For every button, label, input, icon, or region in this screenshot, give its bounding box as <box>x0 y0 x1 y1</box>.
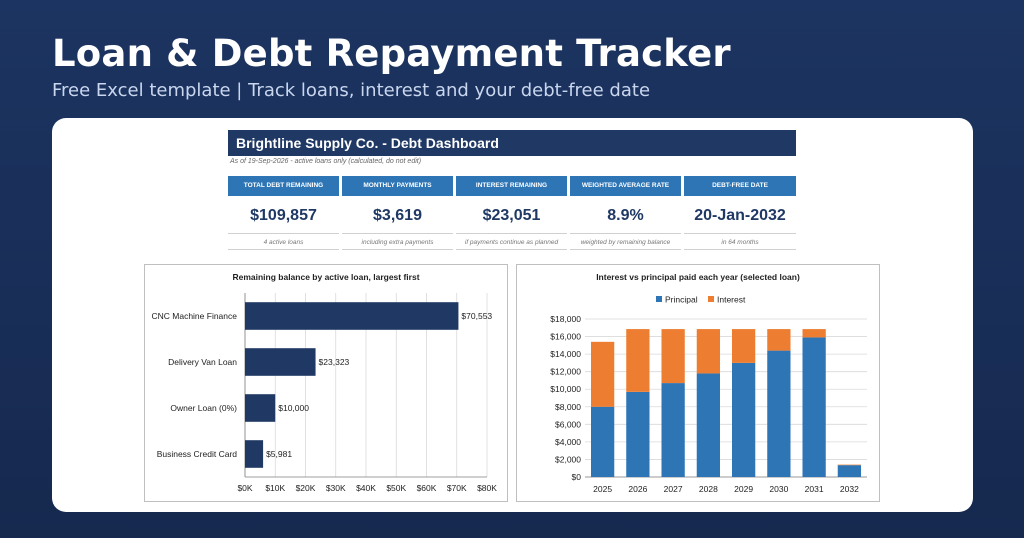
category-label: Delivery Van Loan <box>168 357 237 367</box>
kpi-monthly-payments: Monthly payments $3,619 including extra … <box>342 176 453 254</box>
bar-segment <box>767 329 791 351</box>
bar-segment <box>837 464 862 466</box>
x-tick-label: 2027 <box>664 484 683 494</box>
kpi-label: Interest remaining <box>456 176 567 196</box>
kpi-note: in 64 months <box>684 234 796 250</box>
x-tick-label: $80K <box>477 483 497 493</box>
x-tick-label: $50K <box>386 483 406 493</box>
bar <box>245 440 264 468</box>
kpi-value: $3,619 <box>342 196 453 234</box>
bar-segment <box>802 329 826 338</box>
bar <box>245 394 276 422</box>
y-tick-label: $0 <box>572 472 582 482</box>
kpi-total-debt: Total debt remaining $109,857 4 active l… <box>228 176 339 254</box>
y-tick-label: $6,000 <box>555 419 581 429</box>
data-label: $23,323 <box>319 357 350 367</box>
category-label: CNC Machine Finance <box>151 311 237 321</box>
kpi-label: Weighted average rate <box>570 176 681 196</box>
kpi-row: Total debt remaining $109,857 4 active l… <box>228 176 796 254</box>
x-tick-label: $60K <box>417 483 437 493</box>
bar-segment <box>626 329 650 392</box>
data-label: $10,000 <box>278 403 309 413</box>
bar <box>245 302 459 330</box>
data-label: $5,981 <box>266 449 292 459</box>
bar-segment <box>696 373 721 477</box>
as-of-note: As of 19-Sep-2026 - active loans only (c… <box>230 158 422 165</box>
bar-segment <box>590 406 615 477</box>
kpi-label: Total debt remaining <box>228 176 339 196</box>
kpi-value: 20-Jan-2032 <box>684 196 796 234</box>
bar-segment <box>731 362 756 477</box>
chart-title: Interest vs principal paid each year (se… <box>596 272 800 282</box>
legend-label: Interest <box>717 295 746 305</box>
category-label: Business Credit Card <box>157 449 238 459</box>
dashboard-card: Brightline Supply Co. - Debt Dashboard A… <box>52 118 973 512</box>
kpi-value: 8.9% <box>570 196 681 234</box>
x-tick-label: 2032 <box>840 484 859 494</box>
interest-chart-panel: Interest vs principal paid each year (se… <box>516 264 880 502</box>
x-tick-label: $40K <box>356 483 376 493</box>
chart-title: Remaining balance by active loan, larges… <box>232 272 419 282</box>
bar-segment <box>626 391 650 477</box>
bar-segment <box>731 329 756 363</box>
bar-segment <box>661 329 685 384</box>
y-tick-label: $14,000 <box>550 349 581 359</box>
bar-segment <box>661 383 685 477</box>
page-subtitle: Free Excel template | Track loans, inter… <box>52 80 651 101</box>
kpi-interest-remaining: Interest remaining $23,051 if payments c… <box>456 176 567 254</box>
legend-label: Principal <box>665 295 698 305</box>
bar-segment <box>590 341 615 407</box>
x-tick-label: 2025 <box>593 484 612 494</box>
category-label: Owner Loan (0%) <box>170 403 237 413</box>
kpi-value: $109,857 <box>228 196 339 234</box>
kpi-note: including extra payments <box>342 234 453 250</box>
y-tick-label: $18,000 <box>550 314 581 324</box>
bar <box>245 348 316 376</box>
y-tick-label: $10,000 <box>550 384 581 394</box>
x-tick-label: $30K <box>326 483 346 493</box>
dashboard-title: Brightline Supply Co. - Debt Dashboard <box>228 130 796 156</box>
kpi-note: if payments continue as planned <box>456 234 567 250</box>
kpi-note: weighted by remaining balance <box>570 234 681 250</box>
kpi-label: Monthly payments <box>342 176 453 196</box>
kpi-weighted-rate: Weighted average rate 8.9% weighted by r… <box>570 176 681 254</box>
x-tick-label: 2031 <box>805 484 824 494</box>
x-tick-label: $10K <box>265 483 285 493</box>
kpi-label: Debt-free date <box>684 176 796 196</box>
x-tick-label: 2030 <box>769 484 788 494</box>
y-tick-label: $16,000 <box>550 332 581 342</box>
balance-bar-chart: Remaining balance by active loan, larges… <box>151 272 497 493</box>
kpi-value: $23,051 <box>456 196 567 234</box>
x-tick-label: 2028 <box>699 484 718 494</box>
kpi-note: 4 active loans <box>228 234 339 250</box>
x-tick-label: 2026 <box>628 484 647 494</box>
data-label: $70,553 <box>461 311 492 321</box>
interest-principal-chart: Interest vs principal paid each year (se… <box>550 272 867 494</box>
balance-chart-panel: Remaining balance by active loan, larges… <box>144 264 508 502</box>
x-tick-label: $70K <box>447 483 467 493</box>
x-tick-label: $0K <box>237 483 252 493</box>
y-tick-label: $2,000 <box>555 454 581 464</box>
y-tick-label: $12,000 <box>550 367 581 377</box>
bar-segment <box>767 350 791 477</box>
y-tick-label: $4,000 <box>555 437 581 447</box>
bar-segment <box>802 337 826 477</box>
bar-segment <box>837 465 862 477</box>
legend-swatch <box>656 296 662 302</box>
page-title: Loan & Debt Repayment Tracker <box>52 32 731 75</box>
kpi-debt-free-date: Debt-free date 20-Jan-2032 in 64 months <box>684 176 796 254</box>
x-tick-label: $20K <box>296 483 316 493</box>
bar-segment <box>696 329 721 374</box>
x-tick-label: 2029 <box>734 484 753 494</box>
y-tick-label: $8,000 <box>555 402 581 412</box>
legend-swatch <box>708 296 714 302</box>
